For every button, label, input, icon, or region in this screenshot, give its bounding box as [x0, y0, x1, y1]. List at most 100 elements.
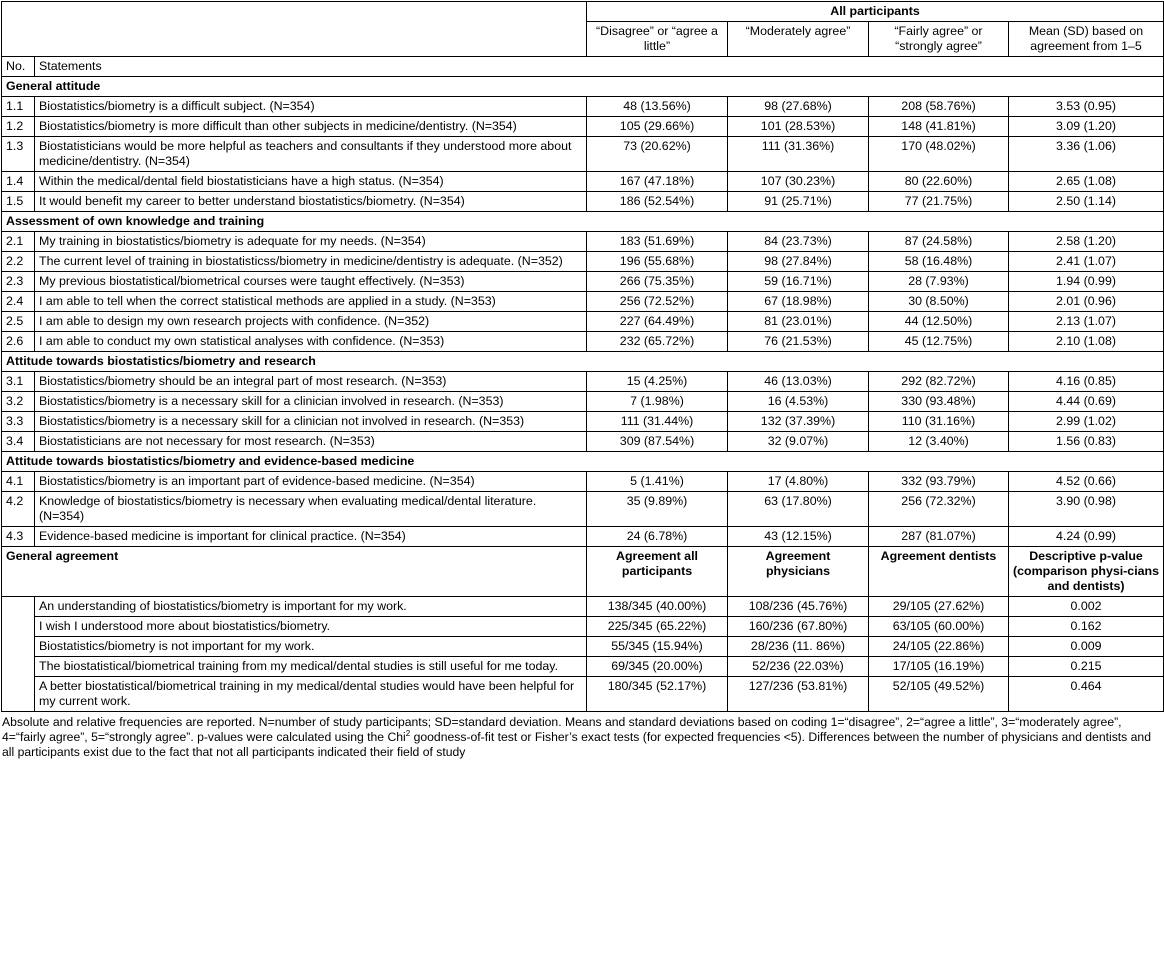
value-cell: 132 (37.39%): [727, 411, 869, 432]
blank-number-cell: [1, 596, 35, 712]
section-row: Attitude towards biostatistics/biometry …: [0, 351, 1164, 372]
value-cell: 256 (72.32%): [868, 491, 1009, 527]
table-row: 3.2 Biostatistics/biometry is a necessary…: [1, 391, 1164, 412]
statement: I wish I understood more about biostatis…: [34, 616, 587, 637]
header-row-columns: “Disagree” or “agree a little” “Moderatel…: [2, 21, 1164, 57]
column-header: “Disagree” or “agree a little”: [586, 21, 728, 57]
value-cell: 0.002: [1007, 596, 1164, 617]
value-cell: 45 (12.75%): [868, 331, 1009, 352]
statement: The biostatistical/biometrical training …: [34, 656, 587, 677]
column-header: “Moderately agree”: [727, 21, 869, 57]
value-cell: 32 (9.07%): [727, 431, 869, 452]
value-cell: 98 (27.68%): [727, 96, 869, 117]
value-cell: 292 (82.72%): [868, 371, 1009, 392]
column-header: Agreement dentists: [868, 546, 1009, 597]
value-cell: 24/105 (22.86%): [868, 636, 1009, 657]
item-number: 3.4: [1, 431, 35, 452]
item-number: 2.1: [1, 231, 35, 252]
value-cell: 101 (28.53%): [727, 116, 869, 137]
value-cell: 1.56 (0.83): [1007, 431, 1164, 452]
statement: Biostatisticians would be more helpful a…: [34, 136, 587, 172]
statement: Biostatistics/biometry is a necessary sk…: [34, 411, 587, 432]
value-cell: 0.009: [1007, 636, 1164, 657]
value-cell: 107 (30.23%): [727, 171, 869, 192]
table-row: 3.3 Biostatistics/biometry is a necessary…: [1, 411, 1164, 432]
value-cell: 28 (7.93%): [868, 271, 1009, 292]
table-row: 1.1 Biostatistics/biometry is a difficult…: [1, 96, 1164, 117]
value-cell: 17 (4.80%): [727, 471, 869, 492]
item-number: 1.2: [1, 116, 35, 137]
table-row: 4.1 Biostatistics/biometry is an importan…: [1, 471, 1164, 492]
value-cell: 46 (13.03%): [727, 371, 869, 392]
statement: Within the medical/dental field biostati…: [34, 171, 587, 192]
table-row: An understanding of biostatistics/biomet…: [1, 596, 1164, 712]
table-row: 2.4 I am able to tell when the correct st…: [1, 291, 1164, 312]
statement: Biostatistics/biometry should be an inte…: [34, 371, 587, 392]
value-cell: 87 (24.58%): [868, 231, 1009, 252]
value-cell: 2.10 (1.08): [1007, 331, 1164, 352]
table-row: 2.6 I am able to conduct my own statistic…: [1, 331, 1164, 352]
value-cell: 7 (1.98%): [586, 391, 728, 412]
value-cell: 2.58 (1.20): [1007, 231, 1164, 252]
value-cell: 2.13 (1.07): [1007, 311, 1164, 332]
item-number: 2.5: [1, 311, 35, 332]
statement: I am able to conduct my own statistical …: [34, 331, 587, 352]
footnote-text: Absolute and relative frequencies are re…: [2, 715, 1122, 744]
value-cell: 111 (31.36%): [727, 136, 869, 172]
value-cell: 3.53 (0.95): [1007, 96, 1164, 117]
value-cell: 2.41 (1.07): [1007, 251, 1164, 272]
table-footnote: Absolute and relative frequencies are re…: [0, 712, 1164, 760]
value-cell: 170 (48.02%): [868, 136, 1009, 172]
value-cell: 16 (4.53%): [727, 391, 869, 412]
item-number: 2.3: [1, 271, 35, 292]
value-cell: 12 (3.40%): [868, 431, 1009, 452]
value-cell: 108/236 (45.76%): [727, 596, 869, 617]
table-row: 4.3 Evidence-based medicine is important …: [1, 526, 1164, 547]
value-cell: 63/105 (60.00%): [868, 616, 1009, 637]
value-cell: 35 (9.89%): [586, 491, 728, 527]
table-row: 1.5 It would benefit my career to better …: [1, 191, 1164, 212]
table-row: 2.1 My training in biostatistics/biometry…: [1, 231, 1164, 252]
item-number: 4.2: [1, 491, 35, 527]
statement: Biostatistics/biometry is a necessary sk…: [34, 391, 587, 412]
section-row: General attitude: [0, 76, 1164, 97]
value-cell: 0.162: [1007, 616, 1164, 637]
value-cell: 2.50 (1.14): [1007, 191, 1164, 212]
section-row: Attitude towards biostatistics/biometry …: [0, 451, 1164, 472]
value-cell: 4.44 (0.69): [1007, 391, 1164, 412]
table-row: 3.4 Biostatisticians are not necessary fo…: [1, 431, 1164, 452]
statement: It would benefit my career to better und…: [34, 191, 587, 212]
statement: Knowledge of biostatistics/biometry is n…: [34, 491, 587, 527]
value-cell: 3.36 (1.06): [1007, 136, 1164, 172]
value-cell: 58 (16.48%): [868, 251, 1009, 272]
statement: Biostatistics/biometry is more difficult…: [34, 116, 587, 137]
value-cell: 30 (8.50%): [868, 291, 1009, 312]
value-cell: 225/345 (65.22%): [586, 616, 728, 637]
value-cell: 138/345 (40.00%): [586, 596, 728, 617]
statement: Biostatistics/biometry is an important p…: [34, 471, 587, 492]
item-number: 1.3: [1, 136, 35, 172]
table-row: 2.5 I am able to design my own research p…: [1, 311, 1164, 332]
value-cell: 55/345 (15.94%): [586, 636, 728, 657]
header-row-labels: No. Statements: [1, 56, 1164, 77]
statement: Evidence-based medicine is important for…: [34, 526, 587, 547]
no-header: No.: [1, 56, 35, 77]
table-row: I wish I understood more about biostatis…: [2, 616, 1164, 637]
value-cell: 91 (25.71%): [727, 191, 869, 212]
value-cell: 266 (75.35%): [586, 271, 728, 292]
item-number: 2.4: [1, 291, 35, 312]
item-number: 3.3: [1, 411, 35, 432]
table-row: 1.4 Within the medical/dental field biost…: [1, 171, 1164, 192]
statement: A better biostatistical/biometrical trai…: [34, 676, 587, 712]
value-cell: 148 (41.81%): [868, 116, 1009, 137]
general-agreement-title: General agreement: [1, 546, 587, 597]
value-cell: 111 (31.44%): [586, 411, 728, 432]
column-header: Descriptive p-value (comparison physi-ci…: [1007, 546, 1164, 597]
value-cell: 4.16 (0.85): [1007, 371, 1164, 392]
value-cell: 98 (27.84%): [727, 251, 869, 272]
statements-header: Statements: [33, 56, 1164, 77]
value-cell: 196 (55.68%): [586, 251, 728, 272]
statement: I am able to tell when the correct stati…: [34, 291, 587, 312]
value-cell: 0.464: [1007, 676, 1164, 712]
value-cell: 81 (23.01%): [727, 311, 869, 332]
